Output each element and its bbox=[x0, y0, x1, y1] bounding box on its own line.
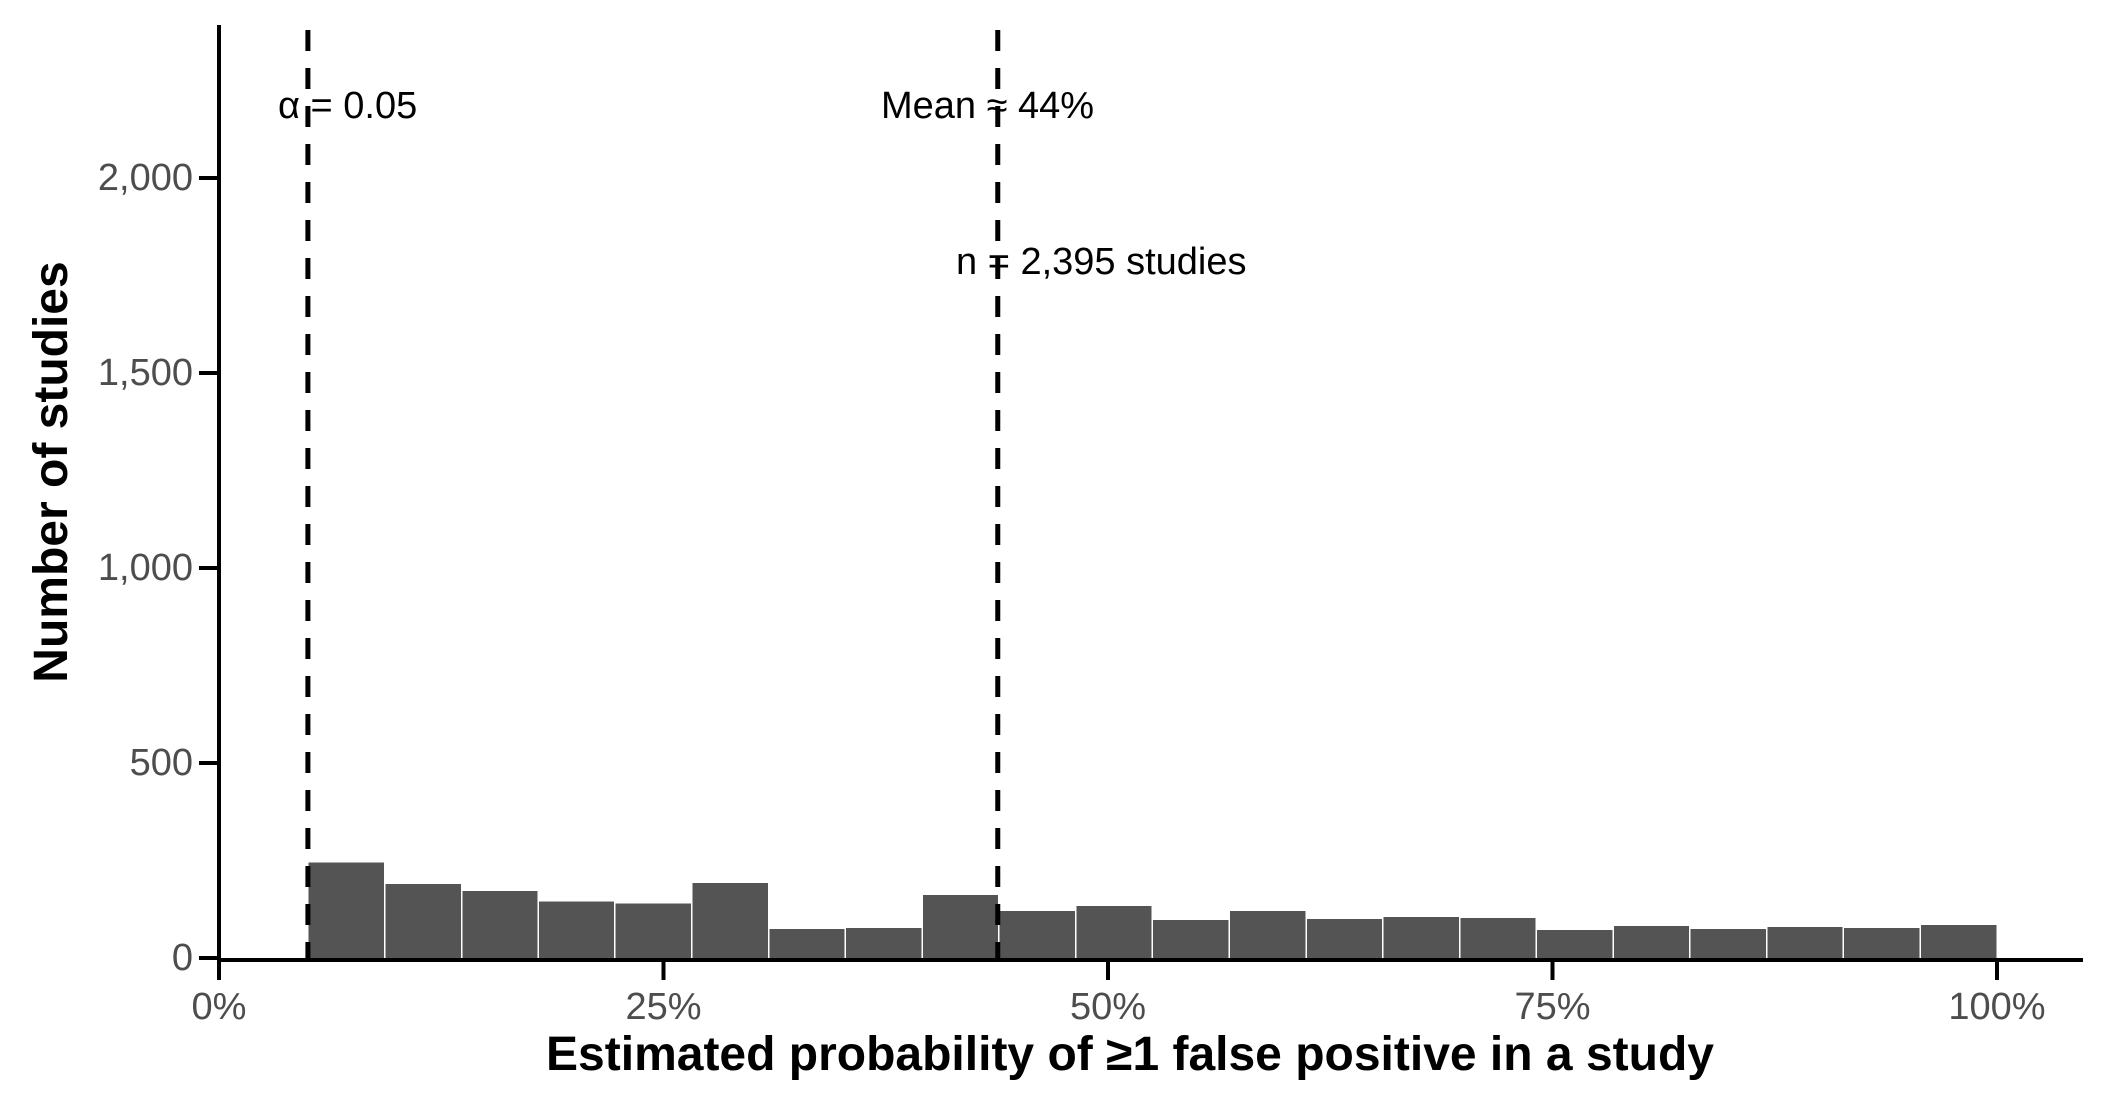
histogram-bar bbox=[1460, 917, 1536, 958]
x-tick-mark bbox=[1106, 962, 1110, 980]
x-tick-label: 25% bbox=[625, 986, 702, 1028]
histogram-bar bbox=[922, 894, 999, 958]
x-tick-mark bbox=[1550, 962, 1555, 980]
y-tick-mark bbox=[199, 761, 217, 765]
sample-size-annotation: n = 2,395 studies bbox=[956, 241, 1247, 283]
histogram-bar bbox=[1537, 929, 1613, 958]
alpha-annotation: α = 0.05 bbox=[278, 85, 418, 127]
x-tick-label: 75% bbox=[1514, 986, 1591, 1028]
mean-annotation: Mean ≈ 44% bbox=[881, 85, 1095, 127]
y-tick-label: 500 bbox=[129, 742, 193, 784]
x-axis-title: Estimated probability of ≥1 false positi… bbox=[546, 1028, 1714, 1081]
y-tick-label: 0 bbox=[171, 937, 193, 979]
histogram-bar bbox=[1383, 917, 1459, 958]
x-tick-mark bbox=[1995, 962, 1999, 980]
y-tick-mark bbox=[199, 956, 217, 960]
histogram-bar bbox=[1306, 919, 1382, 958]
x-tick-label: 100% bbox=[1948, 986, 2046, 1028]
histogram-bar bbox=[1076, 906, 1152, 958]
histogram-bar bbox=[538, 901, 615, 958]
histogram-bar bbox=[385, 883, 461, 958]
y-axis-title: Number of studies bbox=[25, 261, 78, 683]
histogram-bar bbox=[615, 903, 692, 958]
histogram-bar bbox=[1153, 920, 1229, 958]
histogram-bar bbox=[308, 862, 384, 958]
histogram-bar bbox=[999, 910, 1075, 958]
histogram-bar bbox=[1844, 927, 1920, 958]
histogram-bar bbox=[462, 890, 538, 958]
y-tick-mark bbox=[199, 566, 217, 570]
histogram-bar bbox=[769, 929, 845, 958]
y-tick-mark bbox=[199, 176, 217, 180]
y-tick-label: 1,500 bbox=[97, 352, 193, 394]
x-tick-label: 50% bbox=[1069, 986, 1147, 1028]
histogram-bar bbox=[846, 927, 922, 958]
histogram-bar bbox=[1690, 929, 1766, 958]
y-tick-label: 2,000 bbox=[97, 157, 193, 199]
histogram-bar bbox=[1920, 924, 1997, 958]
x-tick-label: 0% bbox=[191, 986, 247, 1028]
histogram-bar bbox=[1613, 926, 1690, 958]
histogram-bar bbox=[692, 883, 768, 958]
histogram-bar bbox=[1230, 910, 1306, 958]
y-tick-mark bbox=[199, 371, 217, 375]
x-tick-mark bbox=[661, 962, 666, 980]
x-axis-line bbox=[217, 958, 2083, 962]
y-axis-line bbox=[217, 25, 221, 962]
y-tick-label: 1,000 bbox=[97, 547, 193, 589]
histogram-bar bbox=[1767, 927, 1843, 958]
x-tick-mark bbox=[217, 962, 221, 980]
